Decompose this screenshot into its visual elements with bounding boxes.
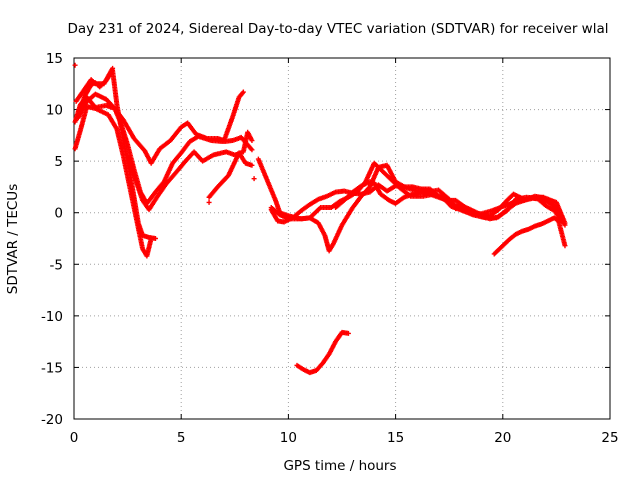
series-arc-11 [333,179,566,222]
y-tick-label: 15 [46,51,63,67]
data-point [110,65,116,71]
data-point [560,216,566,222]
data-point [562,220,568,226]
series-arc-4 [75,89,246,166]
data-marks [72,62,568,376]
y-tick-label: -20 [41,412,63,428]
series-arc-7 [206,150,255,200]
data-point [249,138,255,144]
y-tick-label: 5 [54,154,63,170]
data-point [240,89,246,95]
chart-title: Day 231 of 2024, Sidereal Day-to-day VTE… [68,21,609,37]
x-tick-label: 20 [494,430,511,446]
data-point [152,236,158,241]
data-point [562,243,568,249]
data-point [206,199,212,205]
y-tick-label: 0 [54,206,63,222]
x-tick-label: 10 [280,430,297,446]
series-arc-12 [491,215,568,257]
y-tick-label: 10 [46,103,63,119]
data-point [249,147,255,153]
isolated-points [72,62,257,205]
series-arc-5 [73,65,116,104]
y-axis-label: SDTVAR / TECUs [5,184,21,294]
x-tick-label: 0 [70,430,79,446]
data-point [72,62,78,68]
series-arc-8 [255,156,566,254]
x-tick-label: 25 [601,430,618,446]
axis-ticks: 0 5 10 15 20 25 -20 -15 -10 -5 0 5 10 15 [41,51,619,446]
y-tick-label: -15 [41,360,63,376]
x-axis-label: GPS time / hours [283,458,396,474]
x-tick-label: 5 [177,430,186,446]
plot-frame [73,57,611,420]
data-point [251,176,257,182]
data-point [345,330,351,336]
data-point [249,162,255,168]
series-arc-13 [294,329,351,376]
y-tick-label: -5 [50,257,63,273]
y-tick-label: -10 [41,309,63,325]
x-tick-label: 15 [387,430,404,446]
grid [74,58,610,419]
